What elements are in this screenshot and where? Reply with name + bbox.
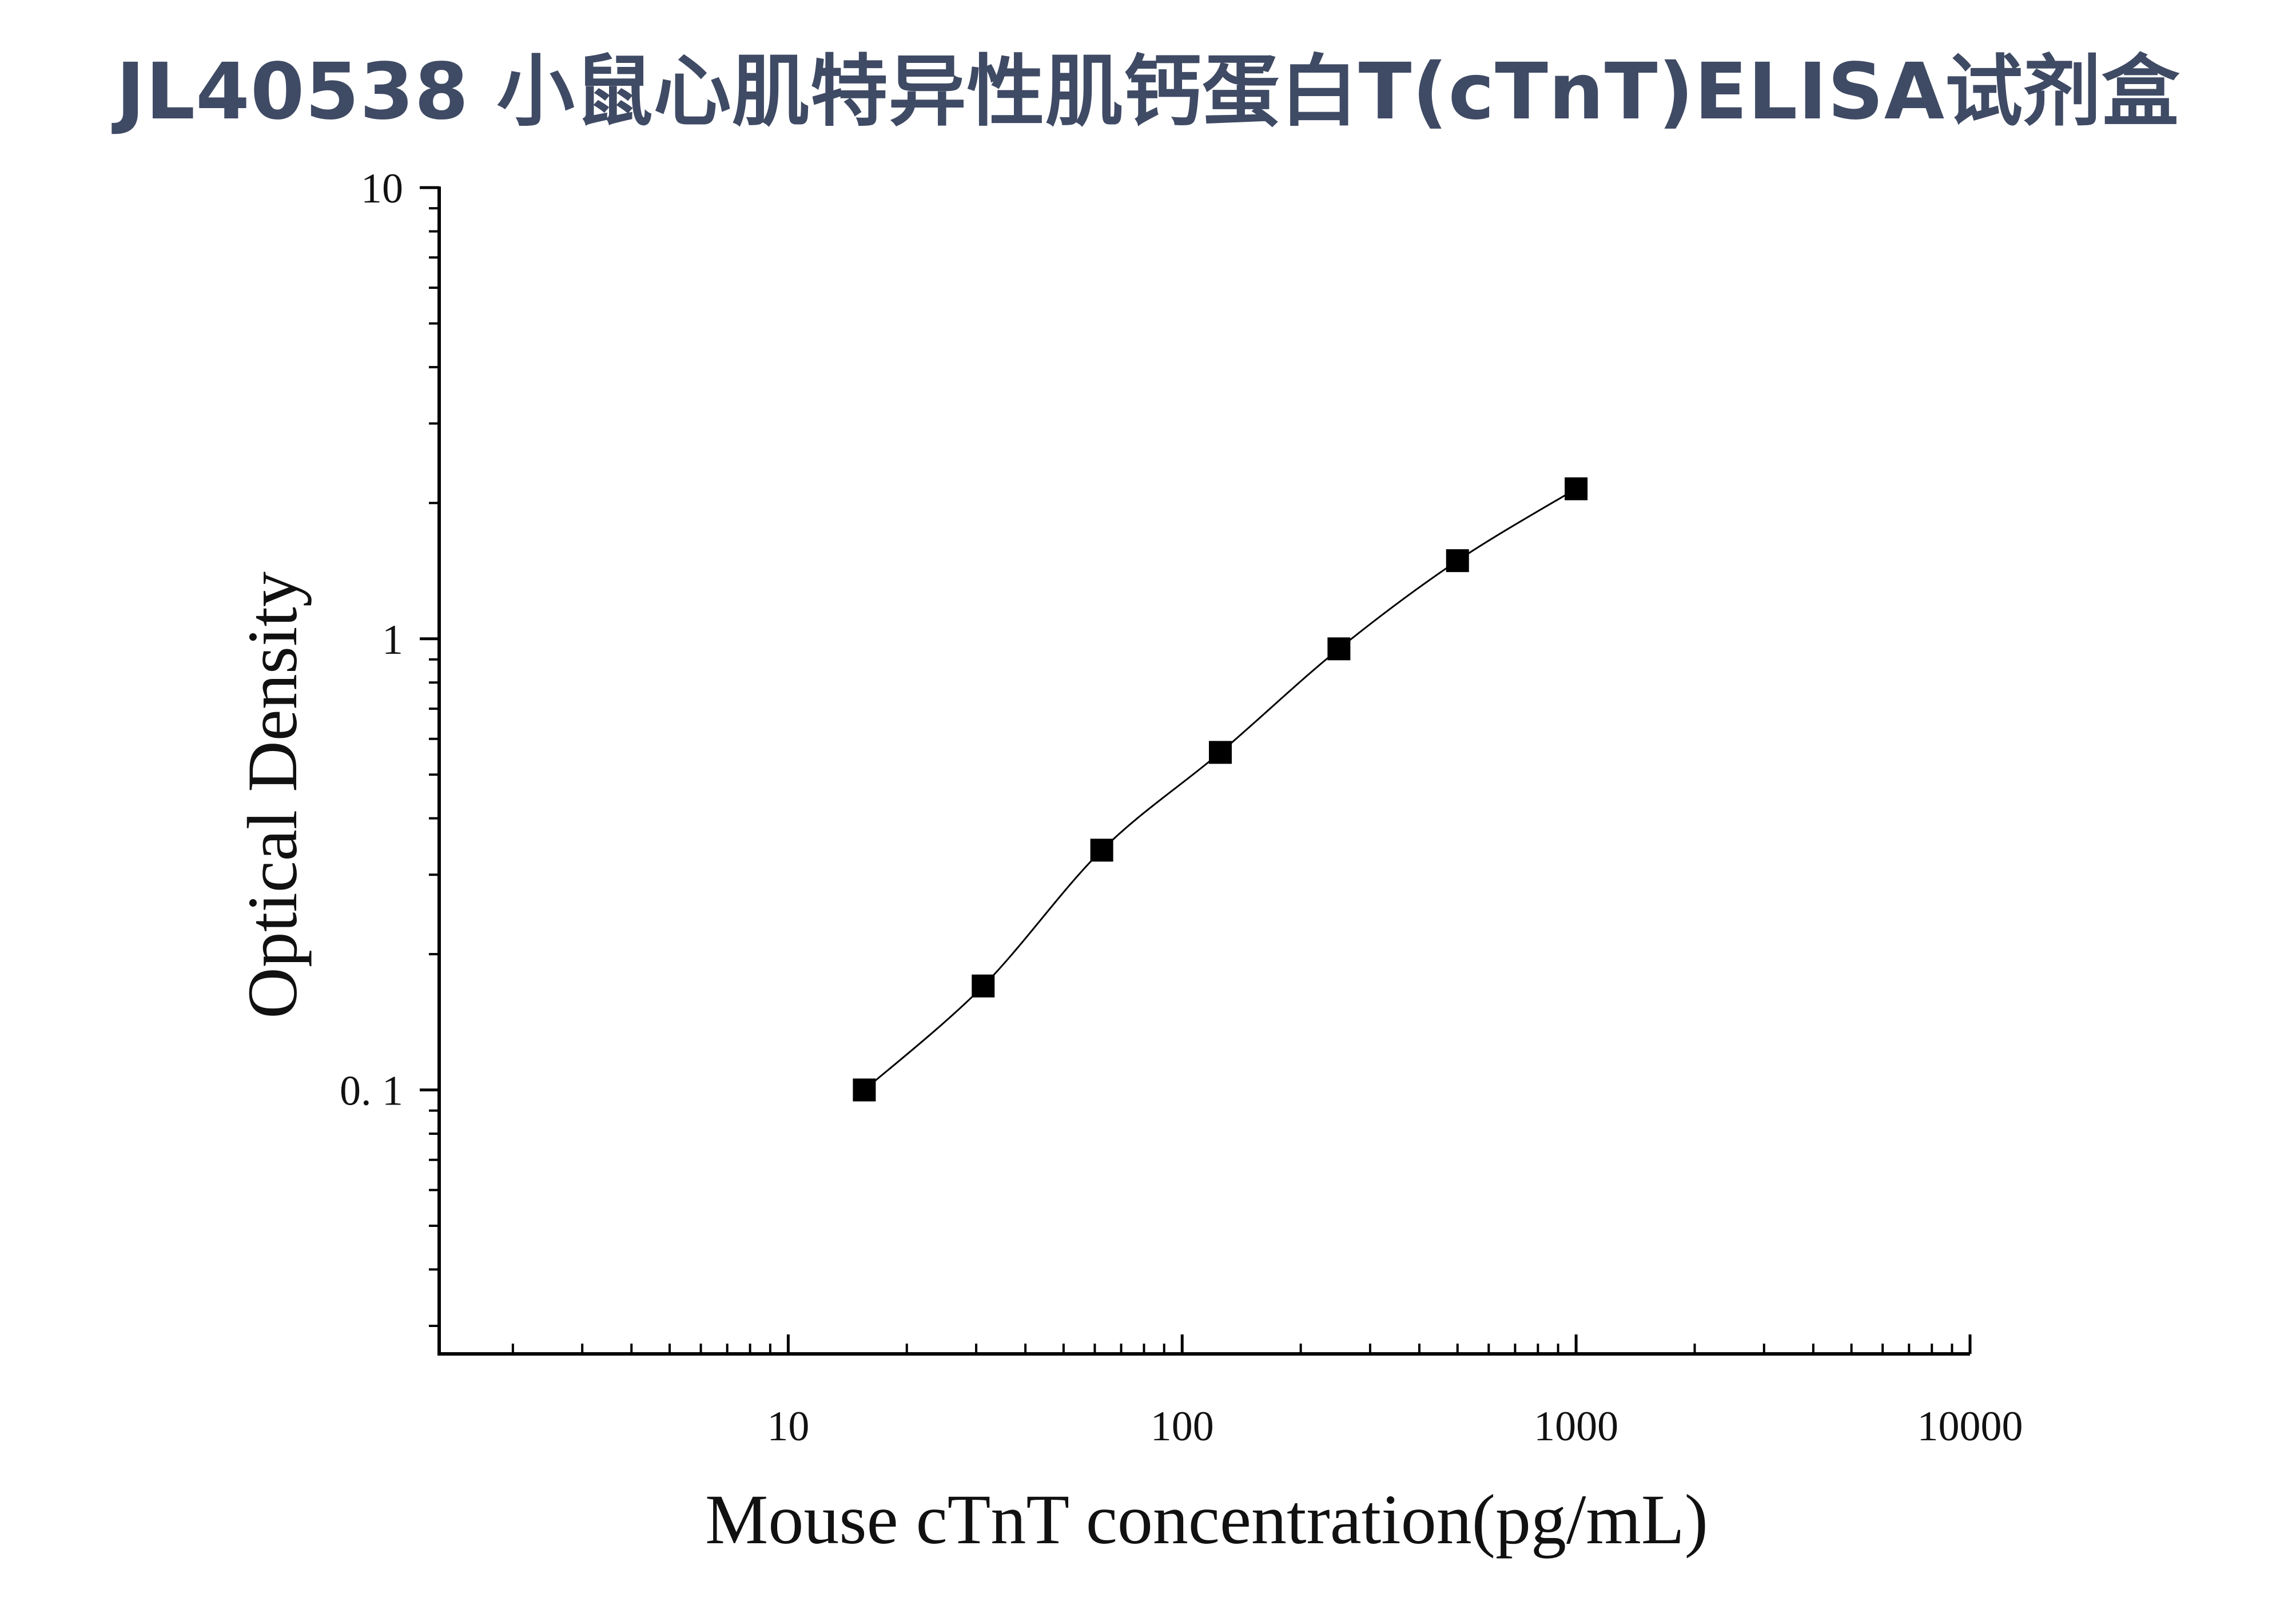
y-axis-title: Optical Density bbox=[233, 571, 312, 1019]
data-point bbox=[1327, 637, 1351, 661]
y-tick-label: 1 bbox=[382, 617, 403, 664]
y-tick-label: 10 bbox=[361, 165, 403, 212]
y-axis-ticks bbox=[420, 186, 439, 1327]
x-axis-title: Mouse cTnT concentration(pg/mL) bbox=[705, 1480, 1708, 1559]
y-tick-label: 0. 1 bbox=[340, 1068, 403, 1115]
axes bbox=[437, 186, 1970, 1356]
fit-curve bbox=[864, 488, 1577, 1091]
data-point bbox=[1209, 741, 1232, 764]
x-tick-label: 100 bbox=[1151, 1403, 1214, 1450]
x-tick-label: 1000 bbox=[1534, 1403, 1618, 1450]
data-point bbox=[972, 974, 995, 998]
x-axis-ticks bbox=[511, 1334, 1972, 1354]
y-axis-tick-labels: 0. 1 1 10 bbox=[340, 165, 403, 1115]
data-point bbox=[1565, 477, 1588, 500]
data-point bbox=[1090, 839, 1113, 862]
data-point bbox=[853, 1078, 876, 1102]
data-point bbox=[1446, 549, 1469, 573]
x-axis-tick-labels: 10 100 1000 10000 bbox=[767, 1403, 2023, 1450]
page-title: JL40538 小鼠心肌特异性肌钙蛋白T(cTnT)ELISA试剂盒 bbox=[116, 47, 2180, 137]
x-tick-label: 10 bbox=[767, 1403, 809, 1450]
data-points bbox=[853, 477, 1588, 1102]
x-tick-label: 10000 bbox=[1917, 1403, 2023, 1450]
